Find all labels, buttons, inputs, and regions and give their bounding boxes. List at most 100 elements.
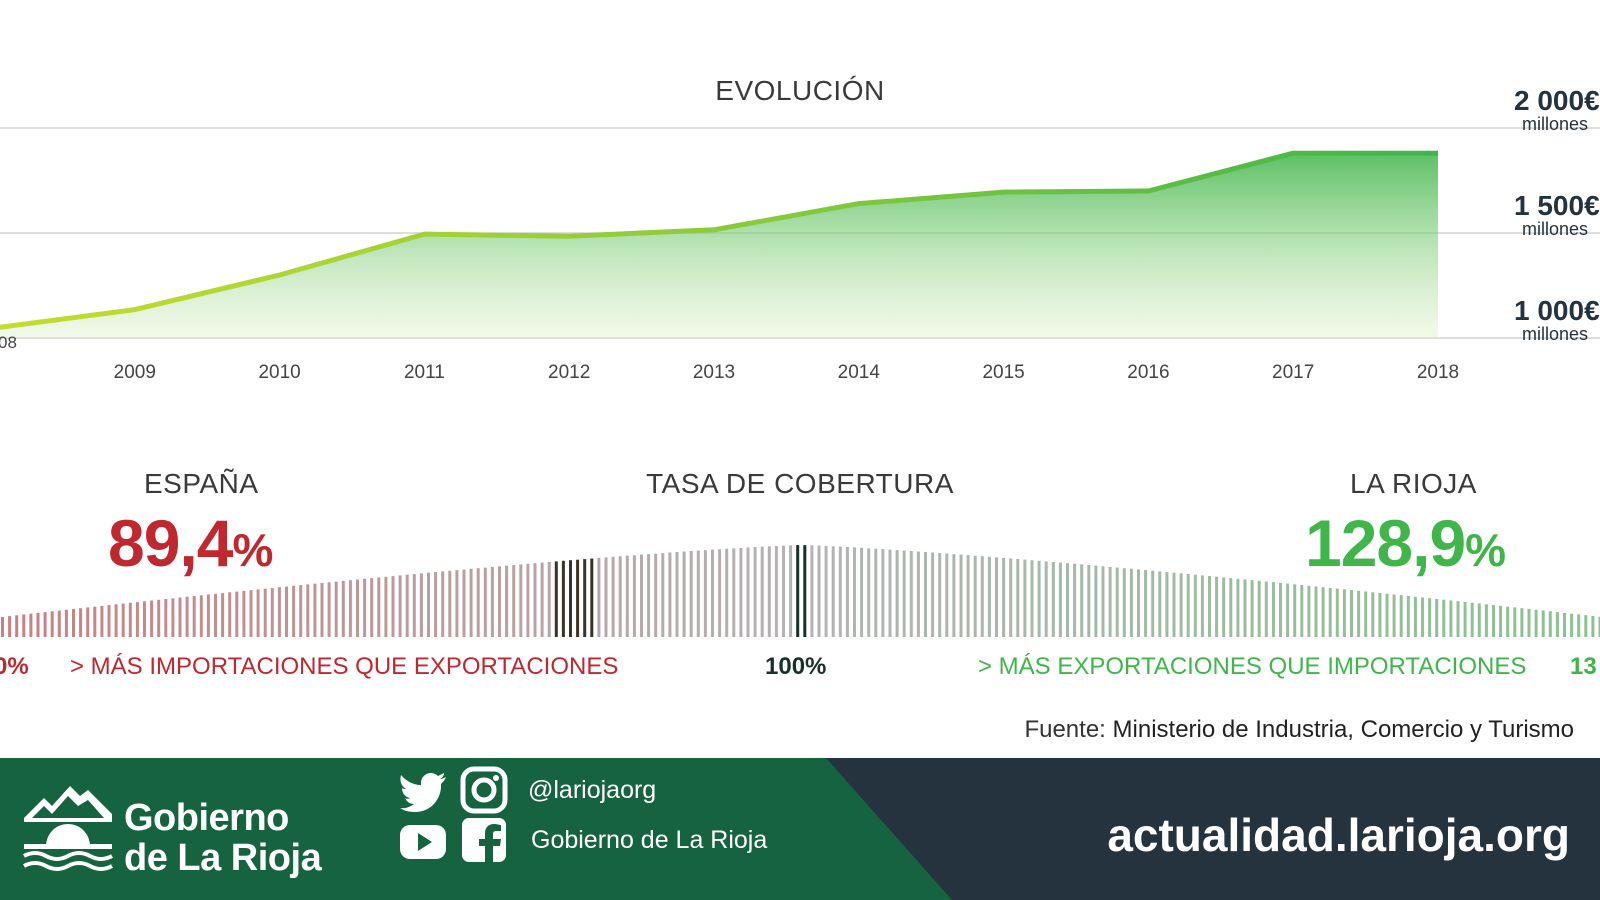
y-tick-unit: millones (1522, 324, 1588, 344)
scale-bar (1484, 604, 1488, 637)
scale-bar (57, 610, 61, 637)
scale-bar (987, 556, 991, 637)
scale-bar (1250, 580, 1254, 637)
scale-bar (1371, 592, 1375, 637)
x-tick-label: 2015 (982, 362, 1024, 383)
scale-bar (1399, 595, 1403, 637)
scale-bar (1470, 602, 1474, 637)
scale-bar (1293, 584, 1297, 637)
scale-bar (824, 545, 828, 637)
youtube-icon[interactable] (398, 822, 448, 862)
scale-bar (1151, 570, 1155, 637)
scale-bar (1129, 568, 1133, 637)
scale-bar (1357, 590, 1361, 637)
x-tick-label: 2012 (548, 362, 590, 383)
scale-bar (782, 545, 785, 637)
x-tick-label: 2017 (1272, 362, 1314, 383)
scale-bar (916, 551, 920, 637)
scale-bar (505, 565, 509, 637)
scale-bar (327, 582, 331, 637)
scale-bar (1200, 575, 1204, 637)
scale-bar (682, 551, 686, 637)
scale-bar (36, 612, 40, 637)
website-url[interactable]: actualidad.larioja.org (1107, 809, 1570, 861)
scale-bar (1137, 569, 1140, 637)
scale-bar (1378, 593, 1382, 637)
scale-bar (419, 573, 423, 637)
x-tick-label: 2014 (838, 362, 881, 383)
scale-bar (1229, 578, 1233, 637)
scale-bar (441, 571, 445, 637)
scale-bar (86, 607, 90, 637)
scale-bar (377, 577, 381, 637)
scale-bar (938, 553, 942, 637)
scale-bar (1385, 593, 1389, 637)
percent-sign: % (1465, 524, 1506, 576)
scale-bar (107, 605, 111, 637)
scale-bar (675, 552, 679, 637)
scale-bar (1172, 572, 1176, 637)
scale-bar (320, 583, 324, 637)
scale-bar (980, 556, 984, 637)
y-tick-unit: millones (1522, 219, 1588, 239)
twitter-handle[interactable]: @lariojaorg (528, 776, 657, 804)
spain-rate-value: 89,4 (108, 506, 233, 580)
scale-bar (398, 575, 402, 637)
y-tick-label: 1 500€ (1514, 190, 1600, 221)
scale-bar (945, 553, 949, 637)
scale-bar (206, 594, 210, 637)
scale-bar (199, 595, 203, 637)
scale-bar (1215, 576, 1219, 637)
scale-bar (512, 565, 516, 637)
scale-bar (753, 547, 757, 637)
scale-bar (8, 616, 12, 637)
scale-bar (1563, 612, 1566, 637)
scale-bar (1094, 565, 1098, 637)
scale-bar (476, 568, 480, 637)
scale-bar (1030, 560, 1034, 637)
scale-bar (810, 545, 814, 637)
x-tick-label: 2018 (1417, 362, 1459, 383)
scale-bar (1492, 605, 1495, 637)
scale-bar (235, 591, 239, 637)
scale-bar (867, 548, 871, 637)
scale-bar (1286, 583, 1290, 637)
scale-bar (1080, 564, 1084, 637)
twitter-icon[interactable] (398, 770, 448, 814)
scale-bar (1186, 574, 1190, 637)
series-line (0, 150, 1438, 330)
scale-bar (1513, 607, 1517, 637)
scale-bar (64, 609, 68, 637)
scale-bar (597, 557, 601, 637)
scale-bar (135, 602, 139, 637)
scale-bar (711, 549, 714, 637)
scale-bar (1477, 603, 1481, 637)
scale-bar (249, 590, 253, 637)
y-tick-unit: millones (1522, 114, 1588, 134)
area-fill (0, 153, 1438, 338)
scale-bar (1037, 560, 1041, 637)
x-tick-label-partial: 08 (0, 333, 17, 352)
scale-bar (995, 557, 998, 637)
scale-bar (746, 547, 750, 637)
scale-bar (1300, 585, 1304, 637)
scale-bar (696, 550, 700, 637)
scale-bar (803, 545, 807, 637)
facebook-name[interactable]: Gobierno de La Rioja (531, 826, 768, 854)
percent-sign: % (232, 524, 273, 576)
scale-bar (1577, 614, 1581, 637)
logo-icon (23, 786, 113, 871)
scale-bar (277, 587, 281, 637)
scale-bar (1342, 589, 1346, 637)
facebook-icon[interactable] (460, 816, 508, 864)
scale-bar (1, 616, 4, 637)
scale-bar (334, 581, 338, 637)
x-tick-label: 2016 (1127, 362, 1169, 383)
scale-bar (1051, 562, 1055, 637)
scale-bar (164, 599, 168, 637)
scale-bar (1193, 574, 1197, 637)
scale-bar (959, 554, 963, 637)
scale-bar (434, 572, 438, 637)
instagram-icon[interactable] (460, 766, 508, 814)
scale-bar (1570, 613, 1574, 637)
